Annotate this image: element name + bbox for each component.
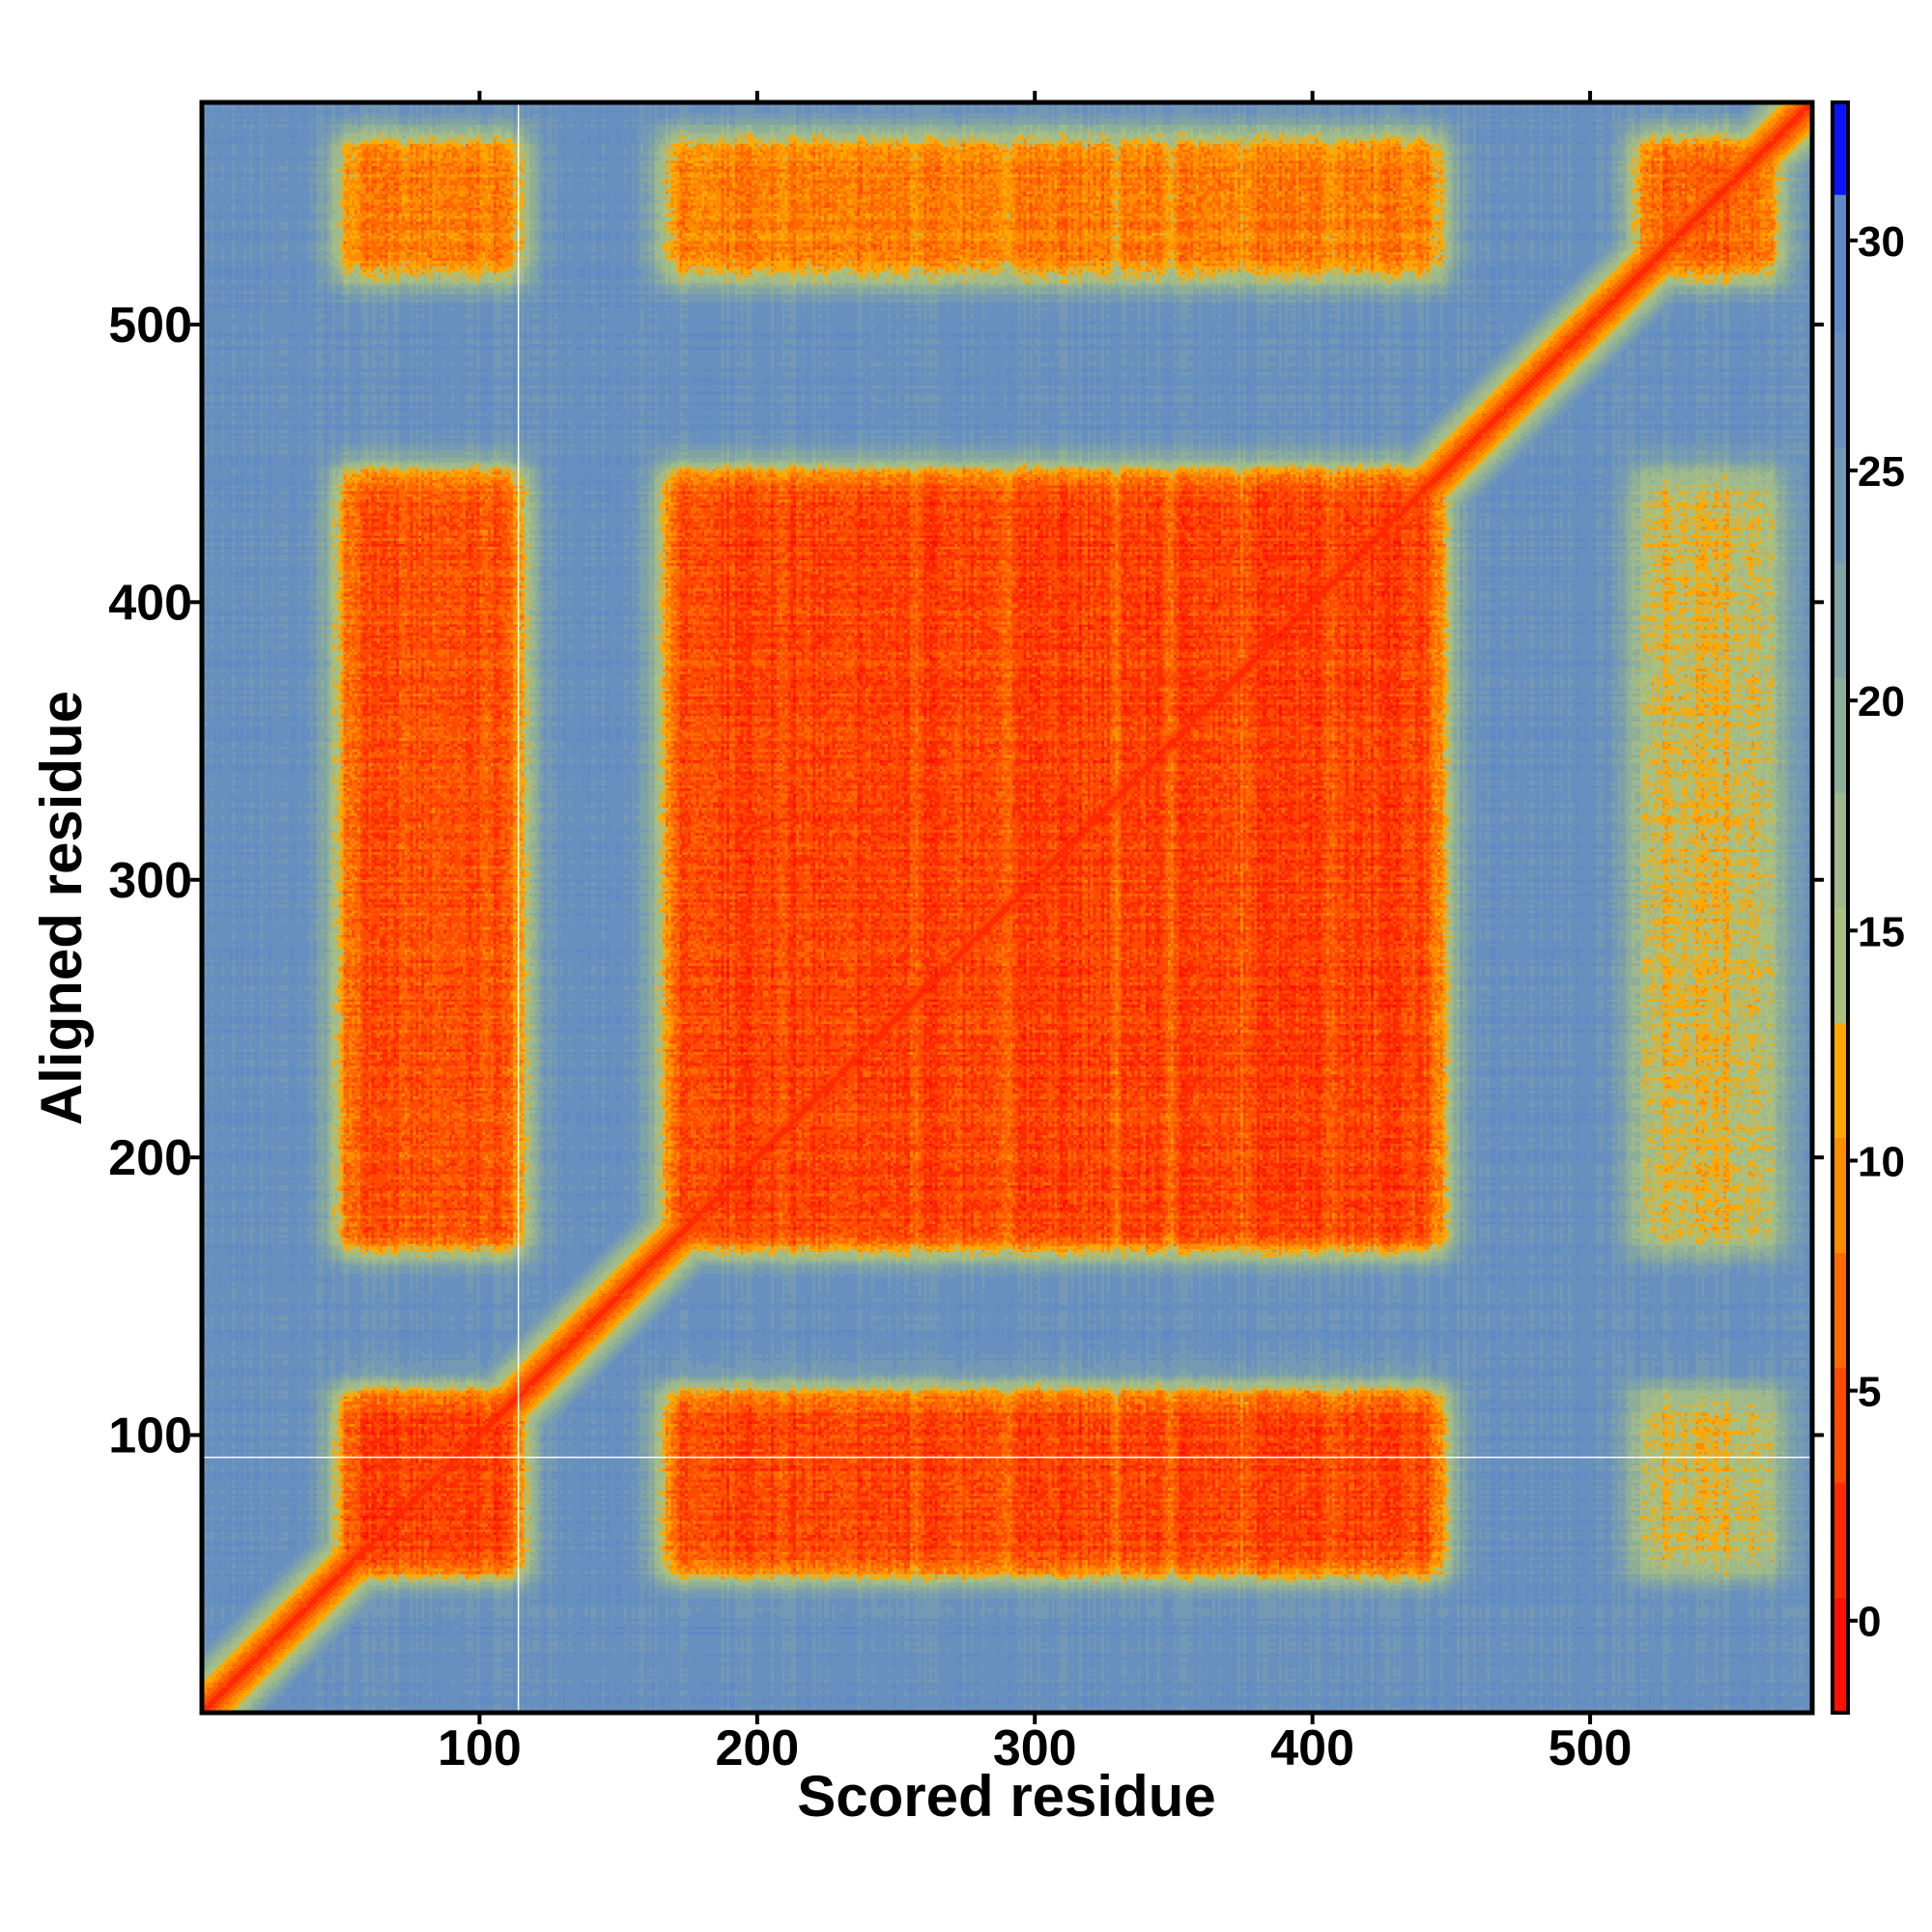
x-tick-label: 200 (715, 1720, 799, 1776)
colorbar-band (1833, 792, 1848, 908)
plot-frame (199, 99, 1815, 1716)
x-tick-label: 100 (438, 1720, 522, 1776)
x-tick-label: 500 (1548, 1720, 1633, 1776)
colorbar-band (1833, 677, 1848, 793)
colorbar-band (1833, 194, 1848, 333)
colorbar-band (1833, 1022, 1848, 1139)
y-tick-label: 200 (108, 1130, 192, 1186)
x-tick-label: 300 (993, 1720, 1077, 1776)
colorbar-band (1833, 102, 1848, 195)
colorbar-band (1833, 1252, 1848, 1369)
colorbar-tick-label: 10 (1858, 1138, 1905, 1185)
y-tick-label: 300 (108, 853, 192, 909)
y-tick-label: 500 (108, 298, 192, 354)
y-axis-label: Aligned residue (29, 691, 94, 1125)
colorbar: 0 5 10 15 20 25 30 (1831, 100, 1905, 1715)
colorbar-frame (1831, 100, 1850, 1715)
colorbar-band (1833, 1367, 1848, 1484)
y-tick-label: 400 (108, 575, 192, 631)
colorbar-band (1833, 1482, 1848, 1599)
colorbar-band (1833, 447, 1848, 563)
colorbar-band (1833, 1597, 1848, 1714)
highlight-lines (202, 102, 1812, 1713)
colorbar-tick-label: 0 (1858, 1599, 1881, 1646)
colorbar-tick-label: 5 (1858, 1369, 1881, 1416)
colorbar-band (1833, 907, 1848, 1024)
heatmap-cells (202, 102, 1812, 1713)
colorbar-tick-label: 20 (1858, 678, 1905, 725)
x-axis-label: Scored residue (797, 1764, 1216, 1829)
colorbar-band (1833, 562, 1848, 678)
colorbar-band (1833, 1137, 1848, 1254)
x-tick-label: 400 (1270, 1720, 1354, 1776)
colorbar-band (1833, 332, 1848, 448)
colorbar-tick-label: 30 (1858, 218, 1905, 266)
y-tick-label: 100 (108, 1408, 192, 1464)
colorbar-tick-label: 15 (1858, 908, 1905, 955)
colorbar-tick-label: 25 (1858, 448, 1905, 496)
